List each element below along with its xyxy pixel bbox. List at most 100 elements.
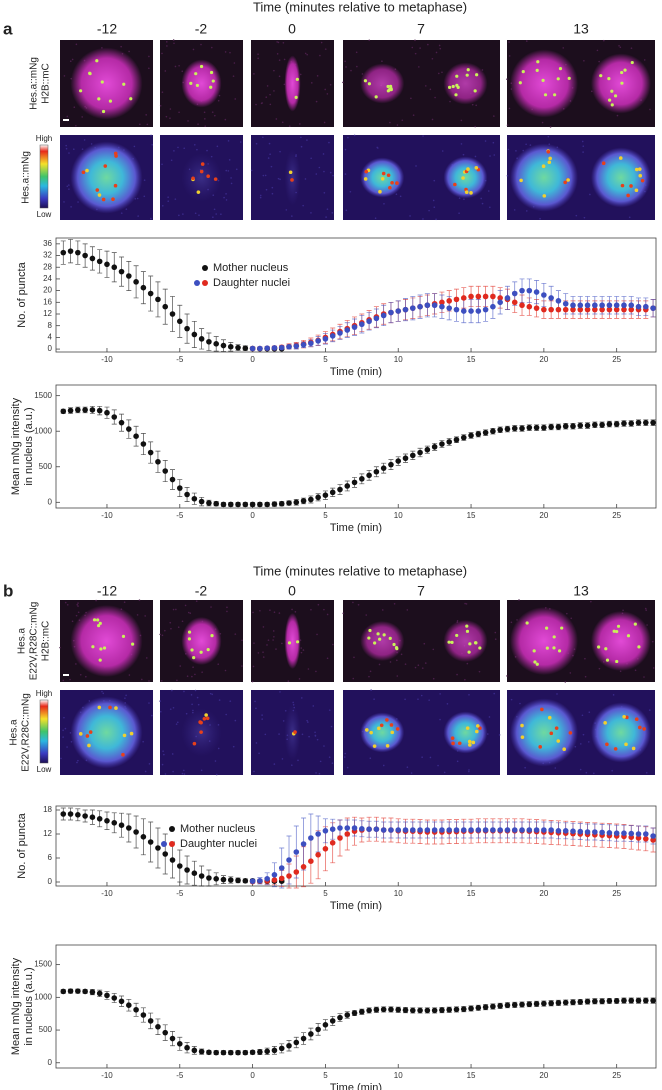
- noise: [257, 652, 260, 654]
- noise: [648, 709, 651, 711]
- data-point: [417, 303, 423, 310]
- noise: [616, 114, 619, 117]
- data-point: [315, 831, 321, 837]
- data-point: [257, 501, 263, 508]
- data-point: [126, 273, 132, 279]
- data-point: [584, 302, 591, 309]
- data-point: [249, 501, 256, 508]
- punctum: [520, 735, 525, 739]
- data-point: [468, 432, 474, 439]
- data-point: [133, 433, 139, 439]
- noise: [273, 90, 275, 92]
- noise: [300, 647, 302, 649]
- data-point: [635, 419, 642, 426]
- noise: [332, 174, 334, 177]
- noise: [468, 770, 470, 773]
- noise: [302, 649, 305, 651]
- data-point: [155, 296, 161, 303]
- noise: [161, 763, 164, 766]
- noise: [125, 208, 128, 210]
- x-tick-label: 10: [394, 355, 403, 364]
- data-point: [67, 811, 74, 817]
- data-point: [628, 420, 635, 427]
- noise: [262, 136, 264, 139]
- x-tick-label: 10: [394, 1071, 403, 1080]
- noise: [255, 103, 257, 106]
- data-point: [541, 424, 547, 431]
- data-point: [118, 268, 125, 275]
- noise: [178, 64, 180, 67]
- noise: [484, 140, 487, 142]
- noise: [525, 40, 528, 42]
- noise: [66, 115, 69, 118]
- time-label: -12: [97, 583, 117, 599]
- data-point: [278, 875, 285, 882]
- punctum: [290, 178, 294, 182]
- noise: [319, 760, 322, 763]
- punctum: [549, 731, 554, 736]
- noise: [612, 694, 615, 696]
- data-point: [504, 1002, 511, 1008]
- noise: [487, 190, 490, 192]
- data-point: [482, 429, 489, 436]
- noise: [277, 41, 280, 44]
- data-point: [213, 1049, 219, 1056]
- noise: [562, 47, 565, 49]
- punctum: [545, 646, 549, 650]
- data-point: [198, 336, 205, 342]
- data-point: [475, 293, 482, 300]
- punctum: [638, 725, 642, 730]
- punctum: [605, 742, 609, 747]
- data-point: [271, 877, 278, 883]
- noise: [181, 772, 184, 775]
- noise: [73, 106, 76, 109]
- noise: [81, 148, 84, 150]
- data-point: [198, 1048, 205, 1055]
- noise: [554, 767, 557, 769]
- legend-marker: [161, 841, 167, 847]
- noise: [77, 605, 79, 607]
- data-point: [497, 299, 503, 306]
- data-point: [380, 827, 387, 833]
- noise: [225, 169, 228, 172]
- noise: [463, 198, 465, 200]
- noise: [269, 609, 271, 612]
- noise: [281, 642, 283, 645]
- noise: [331, 762, 334, 764]
- punctum: [553, 93, 557, 97]
- nucleus: [510, 49, 578, 118]
- noise: [315, 173, 318, 175]
- punctum: [210, 634, 214, 638]
- noise: [267, 157, 270, 159]
- noise: [253, 770, 255, 773]
- noise: [508, 55, 511, 57]
- x-axis-label: Time (min): [330, 1082, 382, 1090]
- punctum: [88, 71, 92, 75]
- punctum: [465, 726, 470, 730]
- noise: [255, 142, 258, 145]
- punctum: [545, 626, 549, 630]
- noise: [510, 698, 513, 701]
- noise: [170, 627, 172, 630]
- noise: [270, 165, 273, 168]
- row-label: Hes.a::mNg: [29, 57, 40, 110]
- punctum: [390, 730, 395, 735]
- noise: [365, 614, 368, 616]
- noise: [369, 757, 372, 759]
- data-point: [155, 458, 161, 465]
- noise: [69, 60, 72, 63]
- data-point: [628, 997, 635, 1004]
- punctum: [567, 76, 571, 80]
- data-point: [490, 293, 496, 300]
- data-point: [169, 857, 176, 863]
- data-point: [308, 1031, 314, 1037]
- punctum: [190, 648, 194, 652]
- noise: [225, 193, 227, 195]
- legend-marker: [194, 280, 200, 286]
- data-point: [592, 829, 598, 835]
- noise: [325, 216, 327, 218]
- panel-header: Time (minutes relative to metaphase): [253, 563, 467, 578]
- noise: [596, 49, 599, 52]
- x-tick-label: 15: [467, 511, 476, 520]
- noise: [174, 198, 177, 200]
